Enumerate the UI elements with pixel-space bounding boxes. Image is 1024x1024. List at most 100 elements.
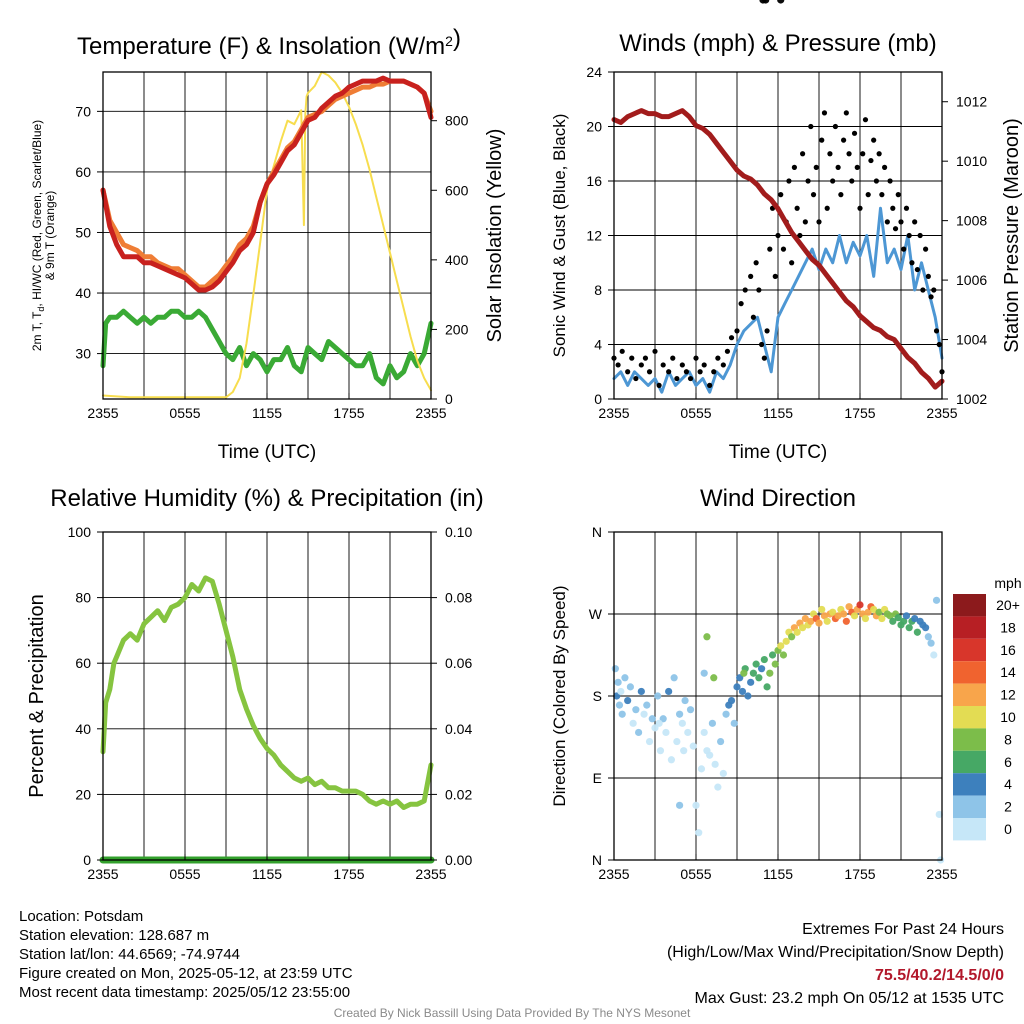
wind-direction-point (667, 756, 676, 764)
gust-point (906, 232, 912, 239)
y-tick-label: 100 (68, 524, 92, 540)
gust-point (753, 260, 759, 266)
y-tick-label: 50 (75, 224, 91, 240)
gust-point (917, 232, 923, 239)
gust-point (715, 355, 721, 361)
gust-point (615, 362, 621, 368)
y2-tick-label: 0.00 (445, 852, 472, 868)
wind-direction-point (752, 660, 760, 668)
wind-direction-point (760, 655, 768, 664)
x-tick-label: 1155 (763, 405, 793, 421)
colorbar-label: 12 (1000, 687, 1016, 703)
y2-tick-label: 0.10 (445, 524, 472, 540)
y2-tick-label: 0.04 (445, 721, 472, 737)
colorbar-swatch (953, 706, 986, 729)
wind-direction-point (629, 719, 637, 727)
location-text: Location: Potsdam (19, 908, 144, 925)
colorbar-label: 0 (1004, 821, 1012, 837)
y-tick-label: 0 (594, 391, 602, 407)
chart-title: Relative Humidity (%) & Precipitation (i… (50, 485, 483, 512)
gust-point (734, 328, 740, 334)
gust-point (772, 273, 778, 279)
gust-point (862, 117, 869, 123)
wind-direction-point (621, 674, 629, 682)
wind-direction-point (695, 829, 703, 837)
colorbar-label: 20+ (996, 597, 1020, 613)
gust-point (841, 137, 847, 143)
gust-point (687, 375, 694, 382)
gust-point (711, 369, 717, 375)
colorbar-label: 4 (1004, 776, 1012, 792)
pressure-line (611, 108, 945, 390)
wind-direction-point (640, 710, 648, 718)
chart-winds: 2355 0555 1155 1755 235504812162024100210041… (550, 30, 1023, 463)
gust-point (642, 355, 649, 361)
gust-point (895, 192, 901, 198)
gust-point (789, 260, 795, 266)
gust-point (827, 151, 833, 157)
gust-point (868, 157, 874, 164)
gust-point (761, 355, 767, 361)
y-tick-label: N (592, 524, 602, 540)
x-tick-label: 1155 (763, 866, 793, 882)
temp_2m-line (100, 75, 434, 293)
y-tick-label: 20 (75, 786, 91, 802)
y2-axis-label: Station Pressure (Maroon) (1001, 118, 1023, 353)
wind-direction-point (935, 810, 943, 819)
gust-point (898, 219, 904, 225)
y2-tick-label: 1012 (956, 94, 987, 110)
wind-direction-point (700, 728, 708, 737)
colorbar-label: 10 (1000, 709, 1016, 725)
y-tick-label: 24 (586, 64, 602, 80)
wind-direction-point (755, 674, 763, 682)
x-tick-label: 0555 (680, 405, 711, 421)
wind-direction-point (905, 624, 913, 632)
wind-direction-point (902, 612, 911, 620)
wind-direction-point (820, 612, 829, 620)
x-tick-label: 2355 (598, 866, 629, 882)
y-tick-label: 80 (75, 590, 91, 606)
wind-direction-point (779, 651, 788, 659)
gust-point (854, 164, 860, 170)
gust-point (884, 219, 890, 225)
gust-point (619, 348, 625, 354)
x-tick-label: 1755 (333, 866, 364, 882)
wind-direction-point (645, 737, 654, 746)
gust-point (701, 362, 707, 368)
wind-direction-point (932, 596, 941, 604)
gust-point (778, 192, 784, 198)
wind-direction-point (878, 614, 886, 623)
colorbar-swatch (953, 683, 986, 706)
colorbar-label: 16 (1000, 642, 1016, 658)
gust-point (873, 178, 880, 184)
wind-direction-point (662, 728, 670, 737)
created-text: Figure created on Mon, 2025-05-12, at 23… (19, 965, 353, 982)
wind-direction-point (648, 715, 656, 723)
gust-point (920, 287, 926, 293)
gust-point (813, 164, 819, 170)
gust-point (914, 266, 921, 273)
wind-direction-point (637, 687, 645, 696)
wind-direction-point (626, 683, 635, 691)
latlon-text: Station lat/lon: 44.6569; -74.9744 (19, 946, 241, 963)
wind-direction-point (611, 665, 619, 673)
wind-direction-point (870, 605, 878, 614)
wind-direction-point (930, 651, 938, 659)
extremes-subtitle: (High/Low/Max Wind/Precipitation/Snow De… (666, 944, 1004, 961)
y-tick-label: 60 (75, 164, 91, 180)
chart-temp: 2355 0555 1155 1755 2355 30 40 50 60 70 0 200 400 600… (30, 25, 506, 463)
wind-direction-point (834, 612, 842, 620)
gust-point (901, 246, 907, 252)
recent-data-text: Most recent data timestamp: 2025/05/12 2… (19, 984, 351, 1001)
wind-direction-point (763, 683, 771, 691)
humidity-line (100, 575, 434, 810)
wind-direction-point (927, 639, 935, 647)
wind-direction-point (656, 747, 665, 755)
wind-direction-point (689, 742, 697, 750)
gust-point (638, 362, 644, 368)
wind-direction-point (922, 624, 930, 632)
gust-point (786, 178, 792, 184)
wind-direction-point (889, 617, 897, 625)
colorbar-label: 14 (1000, 664, 1016, 680)
y-axis-label: Direction (Colored By Speed) (550, 585, 569, 806)
